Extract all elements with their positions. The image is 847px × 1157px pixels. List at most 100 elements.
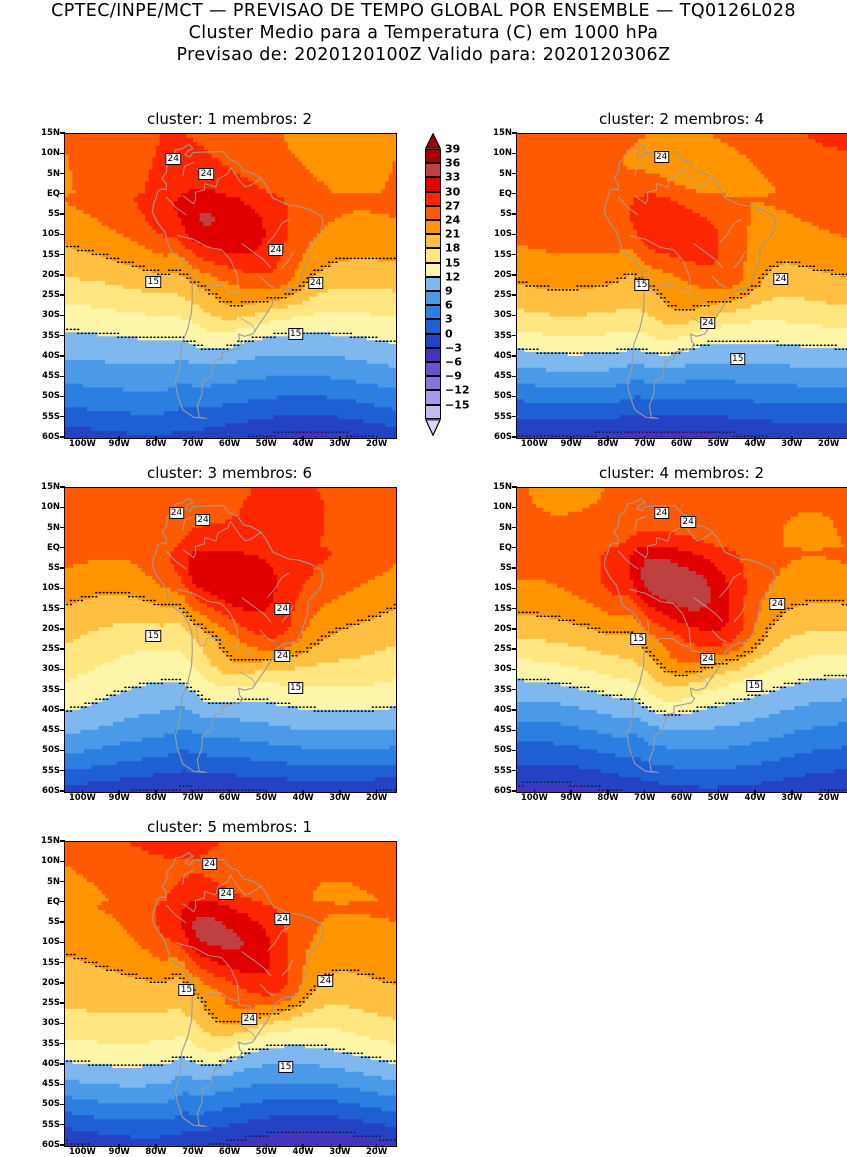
y-axis-tick-mark [60,254,65,255]
x-axis-tick-mark [828,790,829,795]
y-axis-tick-mark [60,132,65,133]
y-axis-tick-mark [512,588,517,589]
y-axis-tick-mark [512,234,517,235]
y-axis-tick-label: 10S [30,937,60,947]
y-axis-tick-mark [60,790,65,791]
x-axis-tick-mark [791,436,792,441]
y-axis-tick-label: 50S [482,391,512,401]
colorbar-swatch [425,220,441,234]
y-axis-tick-mark [512,153,517,154]
y-axis-tick-mark [60,153,65,154]
y-axis-tick-label: 55S [30,412,60,422]
colorbar-swatch [425,405,441,419]
panel-title-cluster-3: cluster: 3 membros: 6 [64,464,395,482]
x-axis-tick-mark [229,1144,230,1149]
x-axis-tick-mark [229,790,230,795]
x-axis-tick-mark [681,436,682,441]
x-axis-tick-mark [376,1144,377,1149]
y-axis-tick-label: 55S [482,412,512,422]
y-axis-tick-label: EQ [30,189,60,199]
x-axis-tick-mark [376,436,377,441]
contour-label-15: 15 [179,984,194,996]
y-axis-tick-label: 60S [30,1140,60,1150]
y-axis-tick-mark [60,1043,65,1044]
y-axis-tick-label: 10S [482,229,512,239]
contour-label-24: 24 [169,507,184,519]
y-axis-tick-mark [512,355,517,356]
y-axis-tick-label: 40S [482,351,512,361]
contour-label-24: 24 [268,244,283,256]
contour-label-15: 15 [288,328,303,340]
y-axis-tick-label: 5N [30,523,60,533]
x-axis-tick-mark [302,436,303,441]
contour-label-24: 24 [680,516,695,528]
colorbar-tick-label: −12 [445,384,470,397]
y-axis-tick-label: 15S [30,250,60,260]
contour-label-24: 24 [654,151,669,163]
contour-label-24: 24 [202,858,217,870]
y-axis-tick-mark [60,396,65,397]
y-axis-tick-mark [60,608,65,609]
y-axis-tick-label: 5N [30,169,60,179]
y-axis-tick-mark [60,436,65,437]
y-axis-tick-mark [60,507,65,508]
y-axis-tick-label: 10N [482,148,512,158]
y-axis-tick-label: 50S [30,391,60,401]
panel-title-cluster-5: cluster: 5 membros: 1 [64,818,395,836]
x-axis-tick-mark [118,1144,119,1149]
y-axis-tick-mark [60,567,65,568]
y-axis-tick-label: 5N [482,169,512,179]
x-axis-tick-mark [192,436,193,441]
x-axis-tick-mark [681,790,682,795]
contour-label-24: 24 [700,653,715,665]
y-axis-tick-label: 30S [30,664,60,674]
x-axis-tick-mark [791,790,792,795]
x-axis-tick-mark [339,436,340,441]
colorbar-tick-label: 33 [445,171,460,184]
x-axis-tick-mark [229,436,230,441]
y-axis-tick-mark [60,901,65,902]
colorbar-tick-label: 27 [445,199,460,212]
colorbar-swatch [425,319,441,333]
x-axis-tick-mark [607,790,608,795]
y-axis-tick-label: EQ [482,189,512,199]
panel-title-cluster-1: cluster: 1 membros: 2 [64,110,395,128]
y-axis-tick-label: 35S [482,331,512,341]
y-axis-tick-mark [60,294,65,295]
colorbar-swatch [425,248,441,262]
x-axis-tick-mark [82,790,83,795]
y-axis-tick-label: 25S [30,290,60,300]
y-axis-tick-mark [512,274,517,275]
y-axis-tick-label: 10N [30,856,60,866]
y-axis-tick-mark [60,628,65,629]
y-axis-tick-label: 20S [30,270,60,280]
y-axis-tick-mark [512,790,517,791]
y-axis-tick-mark [60,1063,65,1064]
x-axis-tick-mark [754,436,755,441]
y-axis-tick-label: 60S [30,432,60,442]
y-axis-tick-label: 50S [30,1099,60,1109]
y-axis-tick-mark [60,750,65,751]
y-axis-tick-mark [512,770,517,771]
contour-label-15: 15 [730,353,745,365]
y-axis-tick-mark [512,315,517,316]
colorbar-swatch [425,291,441,305]
y-axis-tick-label: EQ [30,897,60,907]
y-axis-tick-mark [512,507,517,508]
colorbar-swatch [425,163,441,177]
colorbar-swatch [425,390,441,404]
map-plot-area-cluster-4 [516,487,847,793]
title-line-product: CPTEC/INPE/MCT — PREVISAO DE TEMPO GLOBA… [0,0,847,22]
y-axis-tick-label: 15N [30,482,60,492]
y-axis-tick-label: 25S [482,644,512,654]
y-axis-tick-mark [60,335,65,336]
contour-label-15: 15 [288,682,303,694]
colorbar-swatch [425,192,441,206]
y-axis-tick-label: 60S [482,432,512,442]
y-axis-tick-label: 5S [482,563,512,573]
y-axis-tick-label: 10S [30,229,60,239]
y-axis-tick-label: 15N [30,836,60,846]
y-axis-tick-label: 25S [30,644,60,654]
y-axis-tick-label: 45S [482,371,512,381]
colorbar-tick-label: −15 [445,398,470,411]
